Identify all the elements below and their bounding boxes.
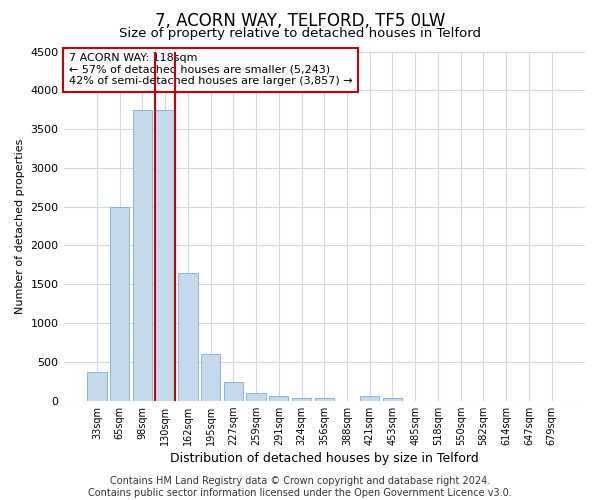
Text: Contains HM Land Registry data © Crown copyright and database right 2024.
Contai: Contains HM Land Registry data © Crown c… <box>88 476 512 498</box>
Bar <box>269 396 289 400</box>
Bar <box>247 393 266 400</box>
Bar <box>178 272 197 400</box>
Y-axis label: Number of detached properties: Number of detached properties <box>15 138 25 314</box>
Bar <box>87 372 107 400</box>
Bar <box>155 110 175 401</box>
Bar <box>201 354 220 401</box>
Bar <box>133 110 152 401</box>
X-axis label: Distribution of detached houses by size in Telford: Distribution of detached houses by size … <box>170 452 479 465</box>
Bar <box>360 396 379 400</box>
Text: 7 ACORN WAY: 118sqm
← 57% of detached houses are smaller (5,243)
42% of semi-det: 7 ACORN WAY: 118sqm ← 57% of detached ho… <box>69 53 352 86</box>
Bar <box>110 206 130 400</box>
Bar <box>224 382 243 400</box>
Bar <box>292 398 311 400</box>
Bar <box>314 398 334 400</box>
Text: 7, ACORN WAY, TELFORD, TF5 0LW: 7, ACORN WAY, TELFORD, TF5 0LW <box>155 12 445 30</box>
Bar <box>383 398 402 400</box>
Text: Size of property relative to detached houses in Telford: Size of property relative to detached ho… <box>119 28 481 40</box>
